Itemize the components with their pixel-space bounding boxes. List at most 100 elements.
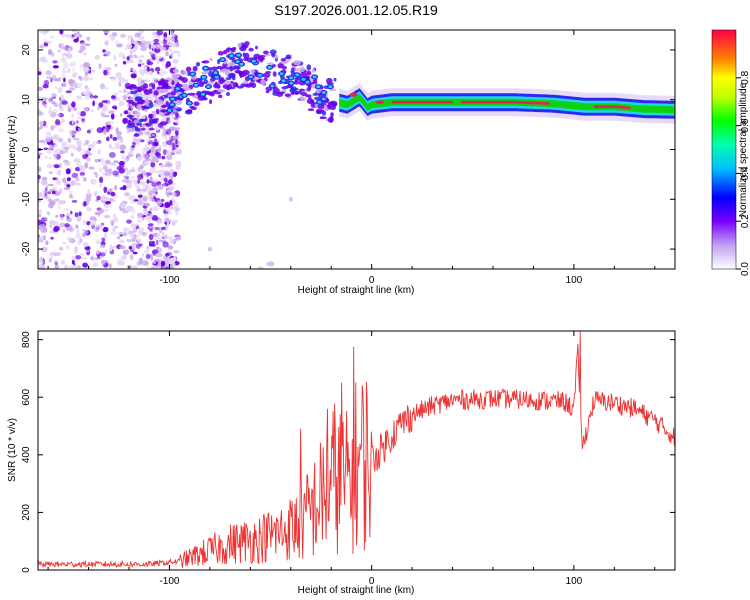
noise-blob	[161, 63, 166, 66]
noise-blob	[168, 119, 172, 125]
noise-blob	[156, 223, 160, 226]
noise-blob	[60, 43, 65, 48]
noise-blob	[119, 163, 125, 169]
track-blob	[280, 58, 286, 62]
noise-blob	[66, 177, 71, 182]
track-knot	[229, 54, 234, 58]
noise-blob	[82, 149, 86, 156]
noise-blob	[156, 200, 163, 207]
noise-blob	[134, 41, 140, 46]
noise-blob	[52, 65, 59, 69]
track-blob	[144, 109, 148, 112]
noise-blob	[160, 46, 167, 52]
spectrogram-x-label: Height of straight line (km)	[298, 285, 415, 296]
noise-blob	[155, 240, 159, 245]
noise-blob	[58, 102, 63, 109]
noise-blob	[129, 154, 134, 157]
noise-blob	[76, 228, 80, 235]
noise-blob	[101, 100, 109, 104]
noise-blob	[155, 126, 159, 131]
noise-blob	[129, 49, 133, 55]
noise-blob	[135, 185, 140, 188]
track-blob	[163, 113, 170, 116]
noise-blob	[38, 236, 45, 241]
track-blob	[137, 99, 145, 105]
noise-blob	[38, 86, 44, 91]
track-blob	[193, 101, 200, 107]
noise-blob	[52, 154, 58, 157]
noise-blob	[163, 32, 168, 38]
track-blob	[226, 92, 230, 96]
track-blob	[128, 126, 136, 133]
noise-blob	[164, 266, 170, 269]
noise-blob	[73, 158, 81, 163]
noise-blob	[168, 48, 173, 52]
track-blob	[158, 80, 161, 86]
noise-blob	[91, 178, 94, 185]
noise-blob	[74, 166, 81, 172]
noise-blob	[65, 147, 68, 154]
track-knot	[194, 83, 199, 87]
noise-blob	[98, 167, 104, 173]
noise-blob	[148, 140, 155, 145]
noise-blob	[73, 182, 80, 186]
track-blob	[185, 66, 192, 73]
noise-blob	[132, 111, 137, 115]
noise-blob	[66, 68, 71, 73]
track-blob	[195, 62, 201, 67]
x-tick-label: 100	[566, 576, 583, 587]
noise-blob	[57, 128, 65, 133]
track-blob	[127, 103, 133, 107]
noise-blob	[70, 210, 73, 215]
noise-blob	[47, 183, 54, 187]
track-blob	[129, 122, 136, 127]
noise-blob	[168, 133, 172, 140]
noise-blob	[133, 133, 140, 137]
noise-blob	[130, 200, 136, 204]
track-blob	[148, 118, 154, 125]
noise-blob	[123, 110, 129, 115]
noise-blob	[165, 253, 170, 257]
track-blob	[276, 92, 284, 97]
noise-blob	[84, 70, 89, 76]
noise-blob	[130, 223, 137, 230]
noise-blob	[38, 259, 45, 265]
track-blob	[222, 84, 229, 89]
track-blob	[299, 88, 305, 92]
noise-blob	[89, 216, 96, 220]
track-blob	[163, 85, 172, 90]
noise-blob	[60, 94, 65, 101]
noise-blob	[69, 193, 73, 199]
track-blob	[209, 99, 213, 105]
track-blob	[242, 69, 250, 76]
noise-blob	[63, 208, 70, 211]
noise-blob	[172, 50, 178, 54]
noise-blob	[119, 207, 126, 212]
track-knot	[170, 103, 175, 106]
track-blob	[306, 64, 312, 71]
noise-blob	[47, 49, 53, 56]
noise-blob	[162, 149, 168, 155]
noise-blob	[77, 127, 81, 132]
noise-blob	[146, 172, 152, 176]
track-blob	[136, 122, 143, 126]
noise-blob	[168, 251, 173, 257]
track-blob	[284, 93, 291, 97]
track-knot	[248, 75, 253, 79]
noise-blob	[68, 190, 73, 194]
noise-blob	[137, 238, 142, 243]
noise-blob	[71, 200, 78, 203]
noise-blob	[54, 198, 60, 202]
noise-blob	[117, 258, 123, 264]
noise-blob	[104, 214, 110, 219]
noise-blob	[85, 157, 89, 163]
noise-blob	[129, 149, 133, 153]
noise-blob	[66, 236, 72, 243]
noise-blob	[151, 153, 156, 157]
noise-blob	[143, 160, 150, 167]
noise-blob	[48, 98, 52, 103]
noise-blob	[157, 218, 162, 224]
track-blob	[248, 47, 254, 52]
noise-blob	[148, 192, 153, 196]
noise-blob	[141, 62, 145, 66]
